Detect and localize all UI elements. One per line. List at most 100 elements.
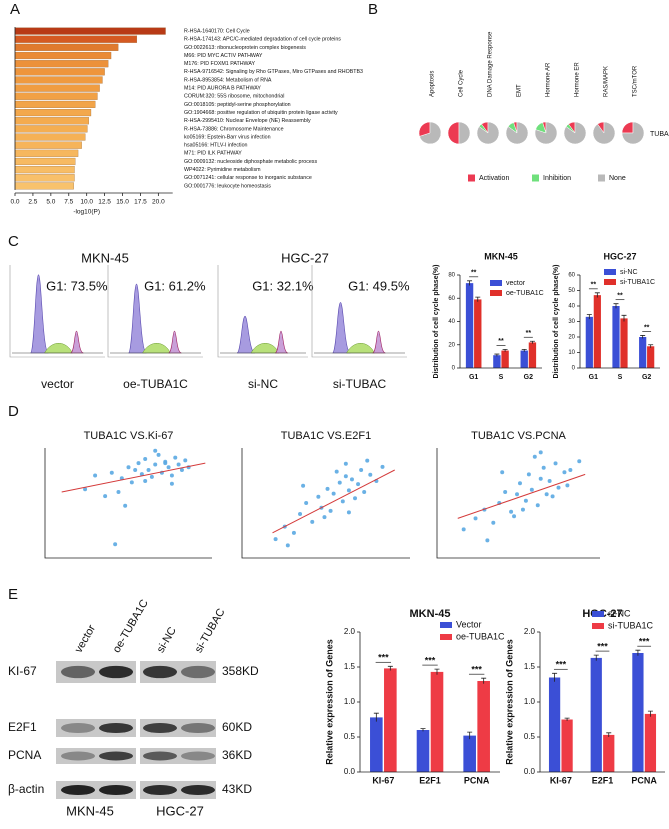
error-bar [373, 712, 379, 722]
pie-slice [534, 121, 558, 145]
point [359, 468, 364, 472]
x-tick-label: PCNA [464, 775, 490, 785]
point [163, 461, 168, 466]
y-tick-label: 0 [452, 366, 456, 372]
point [93, 473, 98, 478]
point [485, 538, 490, 543]
column-label: TSC/mTOR [633, 65, 639, 97]
panel-label: C [8, 233, 19, 250]
chart-title: MKN-45 [484, 251, 518, 261]
bar-label: R-HSA-9716542: Signaling by Rho GTPases,… [184, 69, 363, 75]
bar-label: R-HSA-174143: APC/C-mediated degradation… [184, 37, 341, 43]
pie-slice [621, 121, 634, 134]
y-tick-label: 1.5 [524, 662, 536, 671]
bar [14, 51, 112, 60]
point [169, 473, 174, 478]
pie-slice [458, 121, 471, 145]
g1-peak [236, 315, 256, 354]
bar [603, 734, 615, 772]
axes [436, 448, 600, 559]
error-bar [387, 665, 393, 671]
bar [14, 149, 79, 157]
blot-band [99, 751, 133, 761]
bar [501, 350, 509, 368]
bar [14, 43, 119, 51]
g1-fraction: G1: 32.1% [252, 278, 314, 293]
legend-label: Activation [479, 175, 509, 182]
point [491, 520, 496, 525]
bar [465, 283, 474, 368]
x-tick-label: G1 [589, 374, 598, 381]
significance-label: *** [425, 655, 436, 665]
point [146, 468, 151, 472]
axes [359, 632, 500, 773]
panel-label: B [368, 1, 378, 18]
point [380, 464, 385, 469]
bar [14, 166, 75, 174]
point [316, 494, 321, 499]
significance-label: ** [526, 330, 532, 337]
point [356, 482, 361, 487]
column-label: Apoptosis [430, 71, 436, 97]
error-bar [529, 340, 535, 344]
point [568, 468, 573, 472]
y-tick-label: 0 [572, 366, 576, 372]
bar [620, 318, 628, 368]
point [562, 470, 567, 475]
point [500, 470, 505, 475]
legend-label: si-NC [608, 608, 631, 618]
point [517, 481, 522, 486]
legend-swatch [468, 174, 475, 182]
blot-band [181, 722, 215, 734]
bar [14, 76, 103, 84]
legend-swatch [440, 622, 452, 628]
blot-band [143, 665, 177, 679]
bar [14, 92, 98, 100]
point [529, 487, 534, 492]
point [169, 481, 174, 486]
x-tick-label: 15.0 [116, 199, 129, 206]
bar [593, 295, 601, 368]
pie-slice [621, 121, 645, 145]
s-phase [250, 343, 280, 354]
error-bar [475, 296, 481, 302]
bar [14, 35, 138, 43]
g1-fraction: G1: 49.5% [348, 278, 410, 293]
pie-slice [419, 121, 442, 145]
error-bar [635, 649, 641, 656]
point [103, 494, 108, 499]
pie-slice [447, 121, 460, 145]
blot-band [181, 665, 215, 679]
s-phase [346, 343, 375, 354]
point [556, 485, 561, 490]
bar-label: GO:0022613: ribonucleoprotein complex bi… [184, 45, 306, 51]
y-tick-label: 60 [448, 296, 455, 302]
column-label: Hormone ER [575, 62, 581, 97]
error-bar [521, 349, 527, 352]
point [526, 472, 531, 477]
trend-line [457, 473, 586, 519]
significance-label: *** [471, 665, 482, 675]
point [179, 468, 184, 472]
point [512, 514, 517, 519]
point [83, 487, 88, 492]
point [346, 510, 351, 515]
blot-band [143, 751, 177, 761]
bar [14, 133, 86, 141]
bar [632, 653, 644, 772]
lane-label: vector [73, 623, 99, 655]
blot-band [143, 722, 177, 734]
legend-swatch [532, 174, 539, 182]
significance-label: ** [471, 270, 477, 277]
g1-fraction: G1: 73.5% [46, 278, 108, 293]
bar-label: CORUM:320: 55S ribosome, mitochondrial [184, 94, 284, 100]
point [331, 491, 336, 496]
x-tick-label: G2 [642, 374, 651, 381]
point [577, 459, 582, 464]
bar-label: R-HSA-1640170: Cell Cycle [184, 28, 250, 34]
histogram-axes [217, 265, 308, 358]
point [325, 486, 330, 491]
point [273, 537, 278, 542]
bar [528, 342, 537, 368]
